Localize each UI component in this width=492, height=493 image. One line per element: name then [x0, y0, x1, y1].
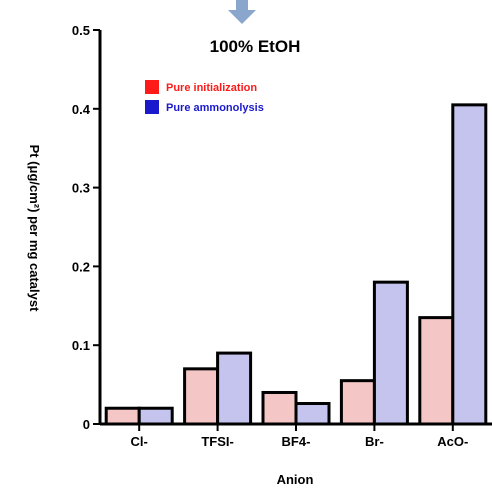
y-tick-label: 0.1 [72, 338, 90, 353]
x-tick-label: Br- [365, 434, 384, 449]
y-tick-label: 0.4 [72, 102, 91, 117]
y-tick-label: 0 [83, 417, 90, 432]
bar-ammonolysis [216, 351, 253, 426]
bar-initial [339, 379, 376, 426]
bar-initial [183, 367, 220, 426]
x-tick-label: TFSI- [201, 434, 234, 449]
down-arrow-icon [228, 0, 256, 24]
bar-ammonolysis [372, 280, 409, 426]
chart-title: 100% EtOH [210, 37, 301, 56]
legend-swatch [145, 80, 159, 94]
x-tick-label: Cl- [131, 434, 148, 449]
bar-initial [418, 316, 455, 426]
y-tick-label: 0.3 [72, 181, 90, 196]
y-tick-label: 0.5 [72, 23, 90, 38]
bar-initial [104, 406, 141, 426]
legend: Pure initialization Pure ammonolysis [145, 80, 264, 114]
x-tick-label: BF4- [282, 434, 311, 449]
legend-label: Pure initialization [166, 82, 257, 94]
bar-ammonolysis [294, 402, 331, 426]
x-ticks: Cl- TFSI- BF4- Br- AcO- [131, 424, 468, 449]
bar-ammonolysis [137, 406, 174, 426]
legend-swatch [145, 100, 159, 114]
y-axis-title: Pt (μg/cm²) per mg catalyst [27, 145, 42, 313]
bar-initial [261, 390, 298, 426]
y-tick-label: 0.2 [72, 259, 90, 274]
y-ticks: 0 0.1 0.2 0.3 0.4 0.5 [72, 23, 100, 432]
x-axis-title: Anion [277, 472, 314, 487]
bar-ammonolysis [451, 103, 488, 426]
bars [104, 103, 488, 426]
x-tick-label: AcO- [437, 434, 468, 449]
legend-label: Pure ammonolysis [166, 102, 264, 114]
